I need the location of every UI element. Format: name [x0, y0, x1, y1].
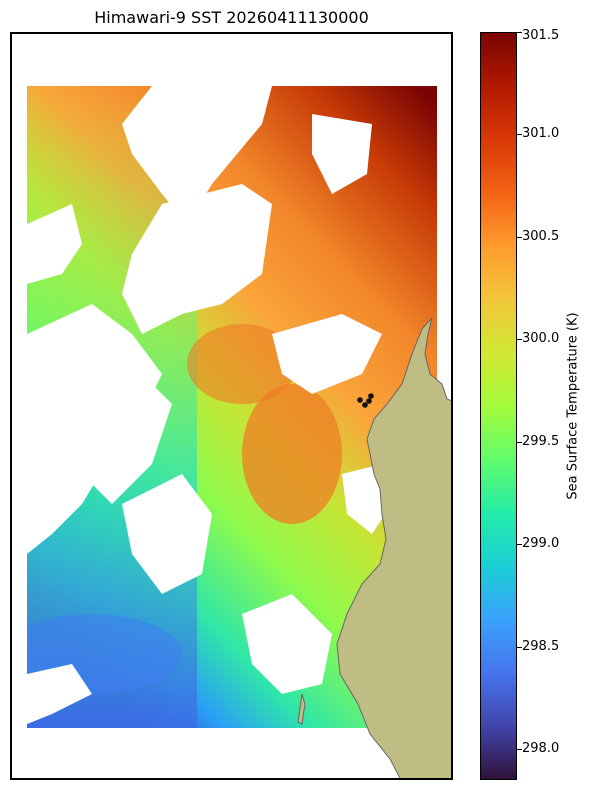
colorbar-tick-label: 301.5	[522, 28, 560, 43]
sst-map[interactable]	[10, 32, 453, 780]
colorbar-tick	[517, 441, 522, 443]
sst-map-canvas	[12, 34, 451, 778]
observation-markers	[357, 393, 374, 408]
colorbar-tick	[517, 32, 522, 33]
colorbar	[480, 32, 517, 780]
colorbar-tick	[517, 236, 522, 238]
observation-marker	[368, 393, 374, 399]
missing-data-regions	[12, 34, 451, 778]
colorbar-tick	[517, 339, 522, 341]
land-mass	[336, 317, 451, 778]
warm-patch	[242, 384, 342, 524]
colorbar-tick	[517, 646, 522, 648]
map-title: Himawari-9 SST 20260411130000	[94, 8, 369, 27]
colorbar-label: Sea Surface Temperature (K)	[565, 312, 581, 500]
colorbar-tick-label: 300.0	[522, 331, 560, 347]
small-island	[297, 693, 306, 725]
observation-marker	[362, 402, 368, 408]
colorbar-tick-label: 299.5	[522, 433, 560, 449]
colorbar-tick-label: 300.5	[522, 228, 560, 244]
colorbar-tick-label: 298.0	[522, 741, 560, 757]
colorbar-tick	[517, 749, 522, 751]
colorbar-tick	[517, 544, 522, 546]
colorbar-tick-label: 301.0	[522, 126, 560, 142]
observation-marker	[366, 398, 372, 404]
warm-patch	[187, 324, 297, 404]
colorbar-tick-label: 298.5	[522, 638, 560, 654]
observation-marker	[357, 397, 363, 403]
colorbar-tick-label: 299.0	[522, 536, 560, 552]
colorbar-tick	[517, 134, 522, 136]
